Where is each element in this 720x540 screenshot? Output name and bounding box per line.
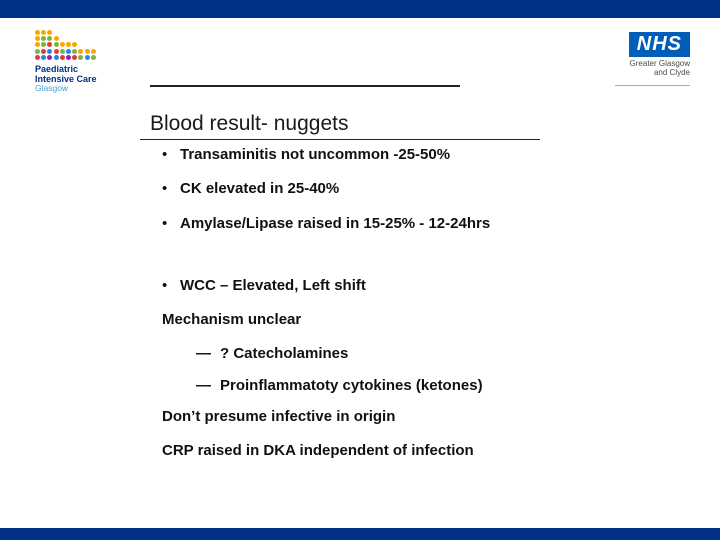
bullet-top-1: CK elevated in 25-40% bbox=[162, 179, 660, 199]
crp-line: CRP raised in DKA independent of infecti… bbox=[162, 441, 660, 461]
top-bar bbox=[0, 0, 720, 18]
picu-logo-text: Paediatric Intensive Care Glasgow bbox=[35, 64, 130, 94]
dash-0: ? Catecholamines bbox=[162, 344, 660, 364]
title-underline bbox=[140, 139, 540, 140]
divider-right bbox=[615, 85, 690, 86]
content: Transaminitis not uncommon -25-50% CK ele… bbox=[162, 145, 660, 475]
slide: Paediatric Intensive Care Glasgow NHS Gr… bbox=[0, 0, 720, 540]
header: Paediatric Intensive Care Glasgow NHS Gr… bbox=[0, 30, 720, 100]
bullet-mid-0: WCC – Elevated, Left shift bbox=[162, 276, 660, 296]
bottom-bar bbox=[0, 528, 720, 540]
slide-title: Blood result- nuggets bbox=[150, 112, 348, 136]
divider-top bbox=[150, 85, 460, 87]
presume-line: Don’t presume infective in origin bbox=[162, 407, 660, 427]
bullet-top-2: Amylase/Lipase raised in 15-25% - 12-24h… bbox=[162, 214, 660, 234]
bullet-top-0: Transaminitis not uncommon -25-50% bbox=[162, 145, 660, 165]
nhs-box: NHS bbox=[629, 32, 690, 57]
mechanism-line: Mechanism unclear bbox=[162, 310, 660, 330]
dash-1: Proinflammatoty cytokines (ketones) bbox=[162, 376, 660, 396]
picu-line3: Glasgow bbox=[35, 84, 130, 94]
nhs-sub2: and Clyde bbox=[629, 69, 690, 78]
picu-logo: Paediatric Intensive Care Glasgow bbox=[35, 30, 130, 94]
dot-grid-icon bbox=[35, 30, 130, 60]
nhs-sub: Greater Glasgow and Clyde bbox=[629, 60, 690, 78]
picu-line1: Paediatric bbox=[35, 64, 130, 74]
nhs-logo: NHS Greater Glasgow and Clyde bbox=[629, 32, 690, 78]
